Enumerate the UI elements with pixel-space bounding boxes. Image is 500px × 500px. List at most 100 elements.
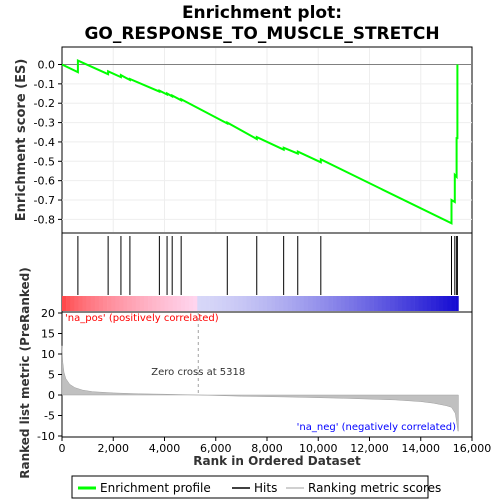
heat-bar-segment	[131, 296, 137, 311]
rank-xtick-label: 16,000	[453, 442, 492, 455]
heat-bar-segment	[365, 296, 370, 311]
rank-xtick-label: 4,000	[149, 442, 181, 455]
heat-bar-segment	[410, 296, 415, 311]
heat-bar-segment	[447, 296, 452, 311]
es-ytick-label: 0.0	[38, 58, 56, 71]
heat-bar-segment	[189, 296, 194, 311]
es-ytick-label: -0.5	[34, 155, 55, 168]
heat-bar-segment	[221, 296, 227, 311]
heat-bar-segment	[254, 296, 260, 311]
heat-bar-segment	[431, 296, 436, 311]
heat-bar-segment	[144, 296, 149, 311]
rank-ytick-label: 5	[48, 369, 55, 382]
rank-xlabel: Rank in Ordered Dataset	[193, 454, 361, 468]
zero-cross-label: Zero cross at 5318	[151, 367, 245, 378]
heat-bar-segment	[115, 296, 120, 311]
rank-xtick-label: 2,000	[98, 442, 130, 455]
legend-label-enrichment-profile: Enrichment profile	[100, 481, 211, 495]
heat-bar-segment	[242, 296, 247, 311]
heat-bar-segment	[287, 296, 292, 311]
heat-bar-segment	[250, 296, 255, 311]
rank-panel-frame	[61, 311, 473, 438]
es-gridlines	[62, 48, 472, 232]
rank-ytick-label: 20	[41, 307, 55, 320]
heat-bar-segment	[230, 296, 235, 311]
heat-bar-segment	[119, 296, 124, 311]
heat-bar-segment	[357, 296, 362, 311]
rank-ytick-label: -10	[37, 430, 55, 443]
heat-bar-segment	[439, 296, 444, 311]
heat-bar-segment	[234, 296, 239, 311]
heat-bar-segment	[394, 296, 399, 311]
heat-bar-segment	[279, 296, 284, 311]
legend: Enrichment profile Hits Ranking metric s…	[71, 475, 441, 499]
heat-bar-segment	[62, 296, 67, 311]
heat-bar-segment	[349, 296, 354, 311]
rank-panel: Zero cross at 5318 'na_pos' (positively …	[18, 267, 491, 479]
es-ylabel: Enrichment score (ES)	[14, 59, 29, 222]
heat-bar-segment	[332, 296, 337, 311]
heat-bar-segment	[185, 296, 190, 311]
rank-xtick-label: 6,000	[200, 442, 232, 455]
heat-bar-segment	[312, 296, 317, 311]
es-ytick-label: -0.4	[34, 136, 55, 149]
heat-bar-segment	[267, 296, 272, 311]
heat-bar-segment	[152, 296, 157, 311]
rank-heat-bar	[62, 296, 459, 311]
heat-bar-segment	[66, 296, 71, 311]
legend-box	[71, 475, 429, 499]
heat-bar-segment	[217, 296, 223, 311]
rank-ylabel: Ranked list metric (PreRanked)	[18, 267, 32, 479]
es-ytick-label: -0.2	[34, 97, 55, 110]
heat-bar-segment	[168, 296, 173, 311]
legend-label-ranking-metric: Ranking metric scores	[308, 481, 441, 495]
heat-bar-segment	[295, 296, 301, 311]
heat-bar-segment	[275, 296, 280, 311]
rank-xtick-label: 8,000	[251, 442, 283, 455]
heat-bar-segment	[148, 296, 153, 311]
heat-bar-segment	[271, 296, 276, 311]
hits-panel	[61, 232, 473, 313]
heat-bar-segment	[369, 296, 374, 311]
heat-bar-segment	[78, 296, 83, 311]
heat-bar-segment	[213, 296, 219, 311]
heat-bar-segment	[86, 296, 91, 311]
heat-bar-segment	[385, 296, 391, 311]
heat-bar-segment	[172, 296, 178, 311]
heat-bar-segment	[90, 296, 96, 311]
es-ytick-label: -0.3	[34, 117, 55, 130]
heat-bar-segment	[201, 296, 206, 311]
rank-xtick-label: 12,000	[350, 442, 389, 455]
heat-bar-segment	[435, 296, 440, 311]
hit-lines	[77, 236, 458, 295]
heat-bar-segment	[123, 296, 128, 311]
heat-bar-segment	[226, 296, 231, 311]
rank-xticks: 0 2,000 4,000 6,000 8,000 10,000 12,000 14,000 1…	[59, 437, 492, 455]
neg-correlated-label: 'na_neg' (negatively correlated)	[297, 422, 456, 433]
heat-bar-segment	[209, 296, 214, 311]
rank-ytick-label: 15	[41, 328, 55, 341]
heat-bar-segment	[82, 296, 87, 311]
chart-title: Enrichment plot:	[182, 3, 342, 23]
heat-bar-segment	[340, 296, 346, 311]
heat-bar-segment	[373, 296, 378, 311]
heat-bar-segment	[291, 296, 296, 311]
rank-xtick-label: 0	[59, 442, 66, 455]
heat-bar-segment	[418, 296, 424, 311]
heat-bar-segment	[344, 296, 350, 311]
es-ytick-label: -0.8	[34, 213, 55, 226]
es-ytick-label: -0.1	[34, 78, 55, 91]
rank-ytick-label: 0	[48, 389, 55, 402]
chart-subtitle: GO_RESPONSE_TO_MUSCLE_STRETCH	[84, 24, 439, 44]
heat-bar-segment	[94, 296, 100, 311]
heat-bar-segment	[336, 296, 342, 311]
rank-xtick-label: 10,000	[299, 442, 338, 455]
heat-bar-segment	[422, 296, 428, 311]
legend-label-hits: Hits	[254, 481, 277, 495]
heat-bar-segment	[127, 296, 132, 311]
heat-bar-segment	[361, 296, 366, 311]
heat-bar-segment	[406, 296, 411, 311]
es-ytick-label: -0.6	[34, 175, 55, 188]
heat-bar-segment	[160, 296, 165, 311]
heat-bar-segment	[180, 296, 186, 311]
